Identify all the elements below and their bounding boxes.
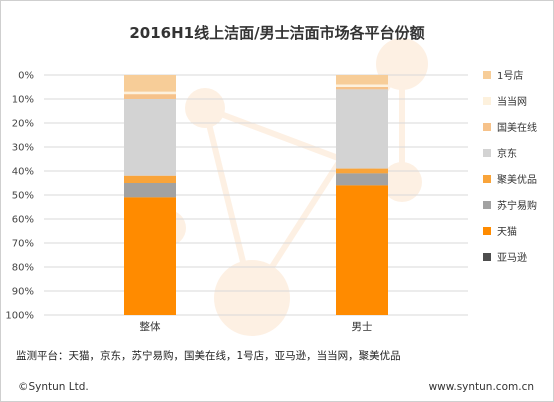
website-text: www.syntun.com.cn [428,381,534,393]
bar-segment [124,175,176,183]
y-tick-label: 60% [12,215,34,226]
bar-segment [336,173,388,186]
bar-segment [124,197,176,315]
legend-swatch [483,71,491,79]
legend-label: 1号店 [497,69,523,82]
legend-label: 聚美优品 [497,173,537,186]
y-tick-label: 40% [12,167,34,178]
bar-segment [336,185,388,315]
stacked-bars [124,75,388,315]
bar-segment [124,91,176,95]
bar-segment [124,183,176,198]
bar-segment [336,84,388,87]
legend-label: 天猫 [497,225,517,238]
legend-swatch [483,175,491,183]
legend-label: 当当网 [497,95,527,108]
x-category-label: 男士 [352,320,373,333]
legend-label: 苏宁易购 [497,199,537,212]
legend-label: 国美在线 [497,121,537,134]
x-category-label: 整体 [140,320,161,333]
copyright-text: ©Syntun Ltd. [18,381,89,393]
legend-label: 亚马逊 [497,252,527,264]
legend-swatch [483,97,491,105]
legend-swatch [483,123,491,131]
gridlines [44,74,468,316]
legend-swatch [483,149,491,157]
y-tick-label: 10% [12,95,34,106]
platforms-note: 监测平台：天猫，京东，苏宁易购，国美在线，1号店，亚马逊，当当网，聚美优品 [16,350,401,362]
bar-segment [124,75,176,92]
chart-title: 2016H1线上洁面/男士洁面市场各平台份额 [129,24,425,42]
legend-swatch [483,227,491,235]
x-axis-labels: 整体 男士 [140,320,373,333]
y-tick-label: 0% [18,71,34,82]
bar-segment [336,87,388,90]
legend-swatch [483,201,491,209]
y-tick-label: 90% [12,287,34,298]
legend-swatch [483,253,491,261]
y-tick-label: 20% [12,119,34,130]
y-tick-label: 80% [12,263,34,274]
y-axis-ticks: 0% 10% 20% 30% 40% 50% 60% 70% 80% 90% 100% [5,71,34,322]
bar-segment [336,168,388,174]
y-tick-label: 30% [12,143,34,154]
y-tick-label: 100% [5,311,34,322]
bar-segment [124,99,176,176]
bar-segment [336,89,388,169]
y-tick-label: 50% [12,191,34,202]
bar-segment [336,75,388,85]
y-tick-label: 70% [12,239,34,250]
watermark-graphic [150,38,428,336]
bar-segment [124,94,176,99]
legend-label: 京东 [497,147,517,160]
